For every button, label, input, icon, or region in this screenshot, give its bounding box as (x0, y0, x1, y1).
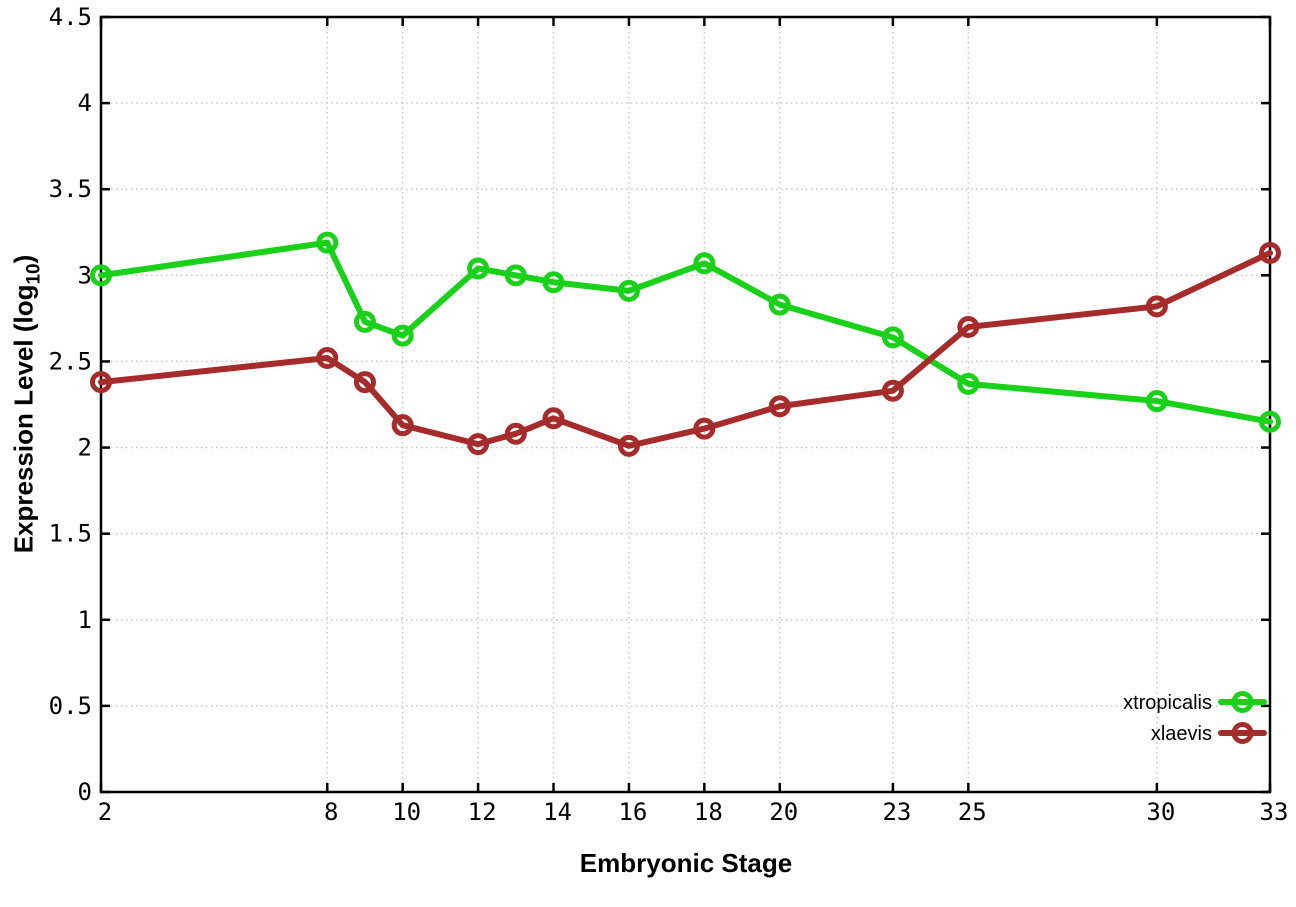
y-tick-label: 4.5 (49, 3, 92, 31)
data-point-xtropicalis-stage-10 (391, 324, 414, 347)
x-tick-label: 12 (468, 798, 497, 826)
data-point-xlaevis-stage-30 (1145, 295, 1168, 318)
data-point-xlaevis-stage-2 (90, 371, 112, 394)
x-tick-label: 2 (98, 798, 112, 826)
data-point-xlaevis-stage-33 (1259, 241, 1281, 264)
legend-label-xlaevis: xlaevis (1151, 723, 1212, 745)
series-xlaevis (90, 241, 1281, 457)
data-point-xlaevis-stage-12 (467, 433, 490, 456)
x-axis-title: Embryonic Stage (579, 848, 793, 878)
x-tick-label: 18 (694, 798, 723, 826)
data-point-xtropicalis-stage-2 (90, 264, 112, 287)
data-point-xtropicalis-stage-20 (768, 293, 791, 316)
data-point-xlaevis-stage-14 (542, 407, 565, 430)
data-point-xtropicalis-stage-16 (617, 279, 640, 302)
y-tick-label: 1.5 (49, 520, 92, 548)
data-point-xlaevis-stage-13 (504, 422, 527, 445)
data-point-xtropicalis-stage-13 (504, 264, 527, 287)
plot-border (99, 15, 1272, 794)
data-point-xtropicalis-stage-8 (316, 231, 339, 254)
x-tick-label: 33 (1260, 798, 1289, 826)
x-tick-label: 16 (618, 798, 647, 826)
y-tick-label: 3.5 (49, 175, 92, 203)
data-point-xtropicalis-stage-25 (957, 372, 980, 395)
y-tick-label: 2.5 (49, 347, 92, 375)
legend-sample-marker-xlaevis (1231, 722, 1254, 744)
legend: xtropicalis xlaevis (1123, 691, 1267, 745)
series-line-xtropicalis (98, 239, 1273, 425)
data-point-xlaevis-stage-8 (316, 347, 339, 369)
data-point-xlaevis-stage-23 (881, 379, 904, 402)
y-axis-title-subscript: 10 (23, 263, 45, 285)
data-point-xlaevis-stage-25 (957, 316, 980, 338)
data-point-xtropicalis-stage-9 (353, 310, 376, 333)
data-point-xlaevis-stage-18 (693, 417, 716, 440)
x-tick-label: 30 (1146, 798, 1175, 826)
x-tick-label: 20 (769, 798, 798, 826)
y-axis-title: Expression Level (log10) (9, 255, 46, 554)
y-tick-label: 4 (78, 89, 92, 117)
y-axis-title-close-paren: ) (8, 254, 39, 264)
data-point-xlaevis-stage-16 (617, 434, 640, 457)
x-tick-label: 14 (543, 798, 572, 826)
y-tick-label: 2 (78, 434, 92, 462)
x-tick-label: 23 (882, 798, 911, 826)
grid (100, 16, 1271, 793)
legend-label-xtropicalis: xtropicalis (1123, 692, 1212, 714)
y-axis-title-text: Expression Level (log (8, 284, 39, 554)
tick-marks: 2 8 10 12 14 16 18 20 23 25 30 33 0 0.5 1 1.5 2 2.5 3 3.5 4 4… (49, 3, 1289, 826)
data-point-xtropicalis-stage-14 (542, 271, 565, 294)
data-point-xlaevis-stage-9 (353, 371, 376, 394)
y-tick-label: 0.5 (49, 692, 92, 720)
data-point-xtropicalis-stage-30 (1145, 390, 1168, 413)
y-tick-label: 1 (78, 606, 92, 634)
data-point-xtropicalis-stage-18 (693, 252, 716, 275)
series-line-xlaevis (98, 249, 1273, 449)
x-tick-label: 8 (324, 798, 338, 826)
x-tick-label: 25 (958, 798, 987, 826)
legend-sample-marker-xtropicalis (1231, 691, 1254, 713)
y-tick-label: 3 (78, 261, 92, 289)
data-point-xlaevis-stage-20 (768, 395, 791, 418)
data-point-xtropicalis-stage-12 (467, 257, 490, 280)
data-point-xtropicalis-stage-23 (881, 326, 904, 349)
y-tick-label: 0 (78, 778, 92, 806)
x-tick-label: 10 (392, 798, 421, 826)
data-point-xtropicalis-stage-33 (1259, 410, 1281, 433)
data-point-xlaevis-stage-10 (391, 414, 414, 437)
series-xtropicalis (90, 231, 1281, 433)
